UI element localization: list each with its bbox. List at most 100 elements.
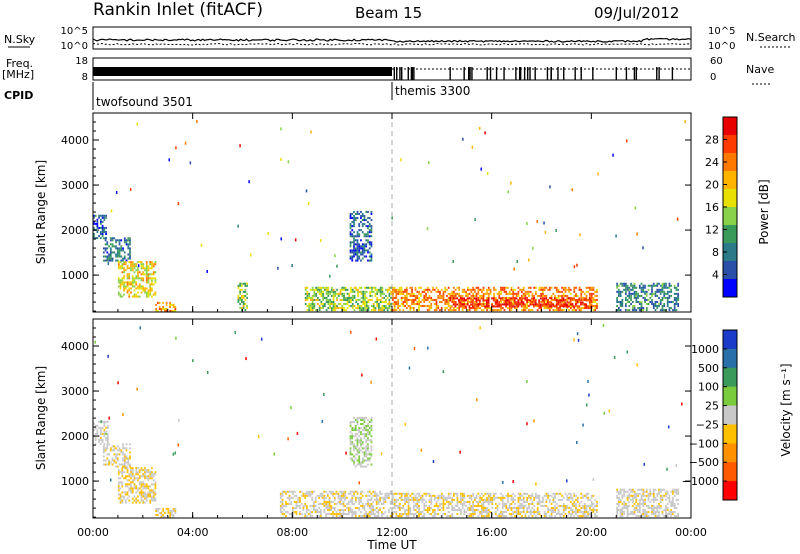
data-cell: [635, 298, 638, 301]
data-cell: [479, 498, 481, 501]
data-cell: [349, 243, 352, 246]
data-cell: [619, 305, 622, 308]
data-cell: [295, 513, 298, 516]
data-cell: [109, 478, 112, 482]
data-cell: [555, 288, 558, 291]
data-cell: [351, 225, 354, 228]
data-cell: [480, 305, 483, 308]
data-cell: [335, 490, 338, 493]
data-cell: [293, 511, 296, 514]
data-cell: [554, 309, 556, 312]
data-cell: [528, 300, 530, 303]
data-cell: [389, 490, 392, 493]
data-cell: [545, 513, 548, 516]
data-cell: [658, 504, 660, 507]
data-cell: [137, 261, 139, 264]
data-cell: [649, 494, 652, 497]
data-cell: [651, 302, 653, 306]
data-cell: [130, 477, 132, 480]
data-cell: [562, 496, 565, 499]
data-cell: [239, 296, 242, 299]
data-cell: [503, 286, 506, 289]
data-cell: [123, 271, 125, 274]
data-cell: [482, 500, 485, 503]
data-cell: [151, 491, 153, 494]
data-cell: [102, 251, 105, 254]
data-cell: [477, 508, 480, 512]
data-cell: [349, 511, 352, 514]
data-cell: [482, 305, 485, 308]
data-cell: [374, 515, 376, 518]
data-cell: [484, 506, 487, 509]
data-cell: [435, 496, 438, 499]
data-cell: [370, 441, 373, 444]
data-cell: [239, 307, 242, 310]
data-cell: [654, 309, 657, 312]
data-cell: [426, 511, 429, 514]
data-cell: [395, 294, 398, 297]
data-cell: [397, 305, 399, 308]
time-axis-label: Time UT: [366, 538, 417, 552]
colorbar-swatch: [723, 135, 737, 154]
data-cell: [665, 282, 667, 285]
data-cell: [382, 500, 385, 503]
data-cell: [677, 490, 680, 493]
data-cell: [360, 443, 362, 446]
data-cell: [302, 506, 305, 509]
data-cell: [151, 289, 153, 292]
data-cell: [409, 511, 412, 514]
data-cell: [475, 300, 478, 303]
data-cell: [470, 294, 473, 297]
data-cell: [353, 225, 355, 228]
data-cell: [109, 447, 112, 450]
data-cell: [661, 284, 664, 287]
data-cell: [587, 286, 590, 289]
data-cell: [137, 489, 139, 492]
data-cell: [500, 511, 502, 514]
data-cell: [142, 263, 145, 266]
data-cell: [118, 255, 121, 258]
data-cell: [644, 298, 646, 301]
data-cell: [569, 500, 572, 503]
data-cell: [131, 281, 134, 284]
data-cell: [124, 287, 127, 290]
data-cell: [109, 257, 112, 260]
data-cell: [367, 502, 369, 505]
data-cell: [520, 303, 523, 306]
data-cell: [137, 295, 139, 298]
data-cell: [349, 255, 352, 258]
data-cell: [367, 233, 369, 236]
data-cell: [418, 305, 420, 308]
data-cell: [356, 506, 359, 509]
data-cell: [353, 231, 355, 234]
data-cell: [358, 461, 361, 464]
data-cell: [477, 290, 480, 293]
data-cell: [538, 307, 541, 310]
data-cell: [638, 302, 641, 306]
data-cell: [521, 288, 523, 291]
data-cell: [137, 499, 139, 502]
data-cell: [531, 506, 534, 509]
data-cell: [541, 305, 544, 308]
data-cell: [580, 290, 583, 293]
data-cell: [405, 294, 408, 297]
data-cell: [360, 496, 362, 499]
data-cell: [133, 487, 136, 490]
data-cell: [493, 286, 495, 289]
data-cell: [381, 300, 384, 303]
data-cell: [151, 477, 153, 480]
data-cell: [517, 290, 520, 293]
data-cell: [477, 297, 479, 300]
data-cell: [663, 296, 666, 299]
data-cell: [500, 286, 502, 289]
data-cell: [111, 259, 114, 262]
data-cell: [332, 290, 335, 293]
data-cell: [367, 298, 370, 301]
data-cell: [672, 300, 674, 303]
data-cell: [652, 492, 655, 495]
data-cell: [442, 513, 445, 516]
data-cell: [640, 288, 643, 291]
data-cell: [496, 292, 499, 295]
data-cell: [361, 418, 364, 421]
data-cell: [628, 294, 631, 297]
